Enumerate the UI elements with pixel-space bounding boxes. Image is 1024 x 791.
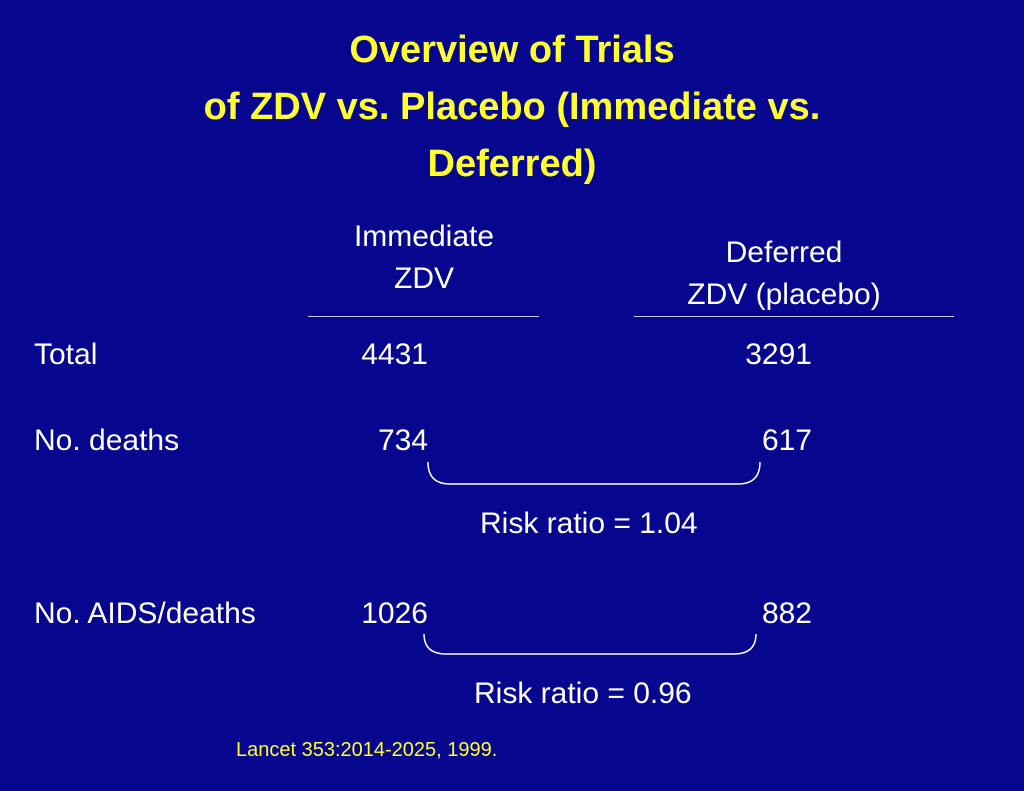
aids-deaths-deferred-value: 882 [761, 597, 812, 630]
deaths-deferred-value: 617 [761, 424, 812, 457]
row-label-aids-deaths: No. AIDS/deaths [34, 597, 256, 630]
deaths-comparison-bracket [427, 461, 761, 485]
aids-deaths-immediate-value: 1026 [361, 597, 428, 630]
risk-ratio-deaths: Risk ratio = 1.04 [480, 507, 698, 540]
column-header-immediate-line-2: ZDV [394, 262, 454, 295]
column-underline-deferred [634, 316, 954, 317]
title-line-2: of ZDV vs. Placebo (Immediate vs. [203, 86, 821, 128]
column-header-immediate: Immediate ZDV [308, 216, 540, 300]
column-header-immediate-line-1: Immediate [353, 220, 495, 253]
aids-deaths-comparison-bracket [423, 633, 757, 655]
risk-ratio-aids-deaths: Risk ratio = 0.96 [474, 677, 692, 710]
title-line-1: Overview of Trials [349, 29, 675, 71]
total-immediate-value: 4431 [361, 338, 428, 371]
column-underline-immediate [308, 316, 539, 317]
column-header-deferred-line-1: Deferred [725, 236, 843, 269]
row-label-deaths: No. deaths [34, 424, 180, 457]
deaths-immediate-value: 734 [377, 424, 428, 457]
citation: Lancet 353:2014-2025, 1999. [236, 739, 498, 761]
total-deferred-value: 3291 [745, 338, 812, 371]
slide-title: Overview of Trials of ZDV vs. Placebo (I… [0, 22, 1024, 193]
title-line-3: Deferred) [427, 143, 597, 185]
column-header-deferred: Deferred ZDV (placebo) [634, 232, 934, 316]
row-label-total: Total [34, 338, 98, 371]
column-header-deferred-line-2: ZDV (placebo) [687, 278, 881, 311]
